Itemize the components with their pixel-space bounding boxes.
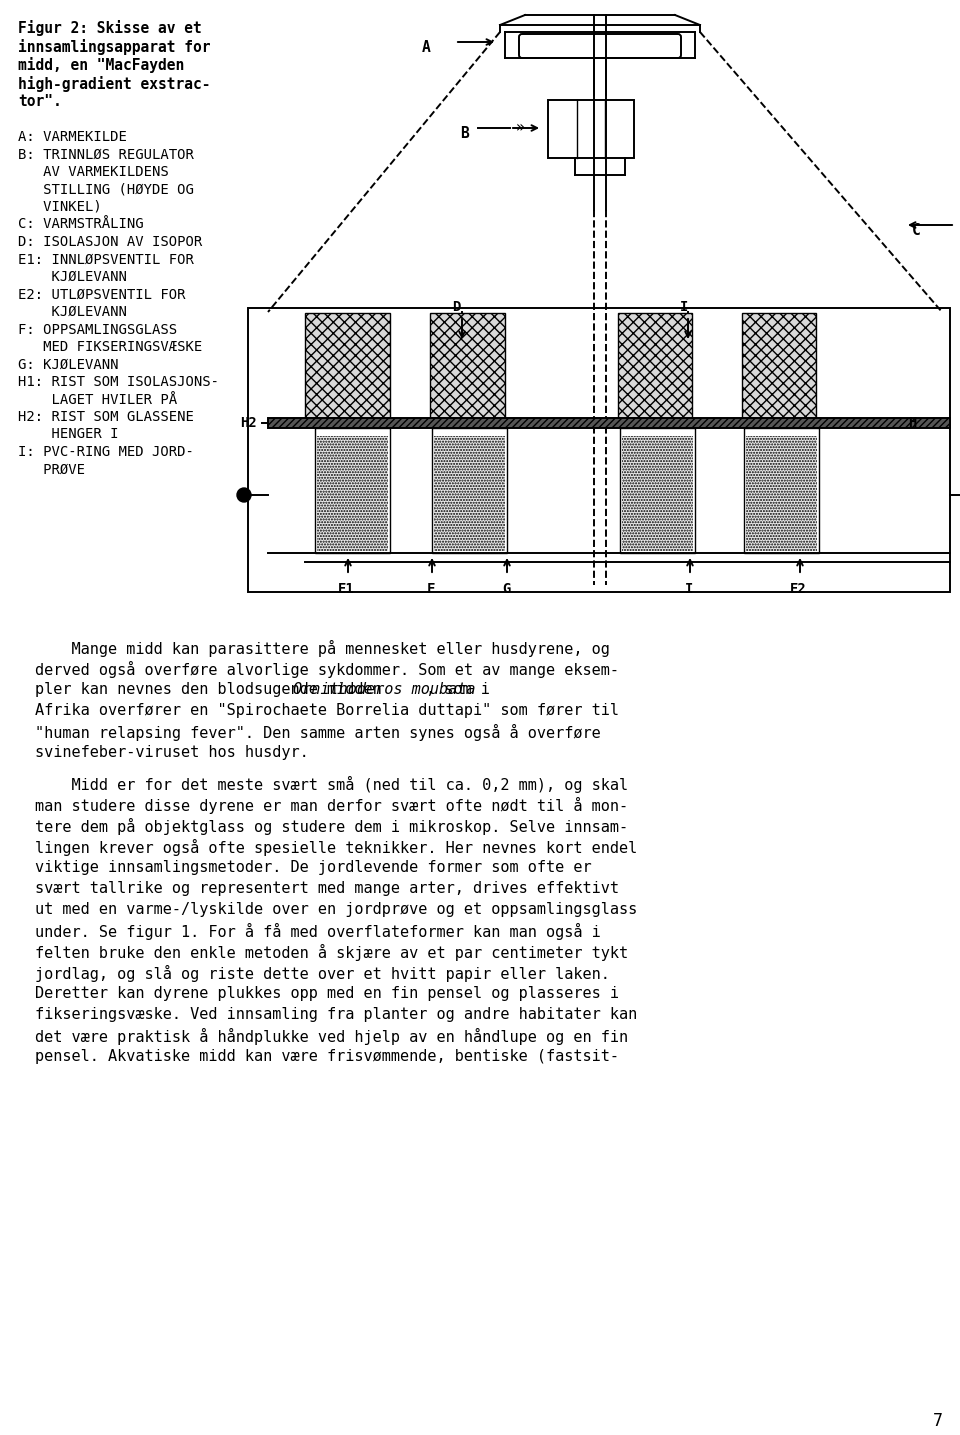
Bar: [746, 436, 817, 551]
Text: I: I: [685, 583, 693, 596]
Text: »: »: [516, 121, 524, 135]
Text: E2: UTLØPSVENTIL FOR: E2: UTLØPSVENTIL FOR: [18, 287, 185, 301]
Text: A: A: [422, 40, 431, 55]
Text: Figur 2: Skisse av et
innsamlingsapparat for
midd, en "MacFayden
high-gradient e: Figur 2: Skisse av et innsamlingsapparat…: [18, 20, 210, 109]
Text: ut med en varme-/lyskilde over en jordprøve og et oppsamlingsglass: ut med en varme-/lyskilde over en jordpr…: [35, 903, 637, 917]
Text: KJØLEVANN: KJØLEVANN: [18, 306, 127, 319]
Bar: [622, 436, 693, 551]
Bar: [430, 313, 505, 418]
Bar: [248, 309, 950, 593]
Text: tere dem på objektglass og studere dem i mikroskop. Selve innsam-: tere dem på objektglass og studere dem i…: [35, 818, 628, 835]
Text: C: VARMSTRÅLING: C: VARMSTRÅLING: [18, 218, 144, 231]
Text: 7: 7: [933, 1412, 943, 1431]
Bar: [618, 313, 692, 418]
Text: I: I: [680, 300, 688, 314]
Text: pler kan nevnes den blodsugende midden: pler kan nevnes den blodsugende midden: [35, 682, 391, 697]
Text: B: TRINNLØS REGULATOR: B: TRINNLØS REGULATOR: [18, 148, 194, 162]
Text: jordlag, og slå og riste dette over et hvitt papir eller laken.: jordlag, og slå og riste dette over et h…: [35, 964, 610, 982]
Text: felten bruke den enkle metoden å skjære av et par centimeter tykt: felten bruke den enkle metoden å skjære …: [35, 944, 628, 961]
Text: A: VARMEKILDE: A: VARMEKILDE: [18, 131, 127, 144]
Text: man studere disse dyrene er man derfor svært ofte nødt til å mon-: man studere disse dyrene er man derfor s…: [35, 796, 628, 814]
Text: E1: INNLØPSVENTIL FOR: E1: INNLØPSVENTIL FOR: [18, 253, 194, 267]
Text: H2: RIST SOM GLASSENE: H2: RIST SOM GLASSENE: [18, 410, 194, 423]
Text: F: OPPSAMLINGSGLASS: F: OPPSAMLINGSGLASS: [18, 323, 178, 336]
Text: derved også overføre alvorlige sykdommer. Som et av mange eksem-: derved også overføre alvorlige sykdommer…: [35, 662, 619, 677]
Text: svært tallrike og representert med mange arter, drives effektivt: svært tallrike og representert med mange…: [35, 881, 619, 895]
Bar: [744, 428, 819, 552]
Text: Midd er for det meste svært små (ned til ca. 0,2 mm), og skal: Midd er for det meste svært små (ned til…: [35, 776, 628, 794]
FancyBboxPatch shape: [519, 34, 681, 57]
Text: B: B: [460, 126, 468, 141]
Text: Afrika overfører en "Spirochaete Borrelia duttapi" som fører til: Afrika overfører en "Spirochaete Borreli…: [35, 703, 619, 718]
Bar: [548, 100, 634, 158]
Text: Ornithoderos moubata: Ornithoderos moubata: [293, 682, 476, 697]
Text: E2: E2: [790, 583, 806, 596]
Text: G: KJØLEVANN: G: KJØLEVANN: [18, 357, 118, 372]
Text: KJØLEVANN: KJØLEVANN: [18, 270, 127, 284]
Text: det være praktisk å håndplukke ved hjelp av en håndlupe og en fin: det være praktisk å håndplukke ved hjelp…: [35, 1027, 628, 1045]
Bar: [305, 313, 390, 418]
Bar: [620, 428, 695, 552]
Text: Deretter kan dyrene plukkes opp med en fin pensel og plasseres i: Deretter kan dyrene plukkes opp med en f…: [35, 986, 619, 1002]
Text: F: F: [427, 583, 436, 596]
Text: "human relapsing fever". Den samme arten synes også å overføre: "human relapsing fever". Den samme arten…: [35, 725, 601, 740]
Bar: [317, 436, 388, 551]
Text: PRØVE: PRØVE: [18, 462, 85, 476]
Text: C: C: [912, 222, 921, 238]
Text: D: ISOLASJON AV ISOPOR: D: ISOLASJON AV ISOPOR: [18, 235, 203, 250]
Text: pensel. Akvatiske midd kan være frisvømmende, bentiske (fastsit-: pensel. Akvatiske midd kan være frisvømm…: [35, 1049, 619, 1063]
Text: AV VARMEKILDENS: AV VARMEKILDENS: [18, 165, 169, 179]
Bar: [742, 313, 816, 418]
Text: H2: H2: [240, 416, 256, 430]
Text: under. Se figur 1. For å få med overflateformer kan man også i: under. Se figur 1. For å få med overflat…: [35, 923, 601, 940]
Text: LAGET HVILER PÅ: LAGET HVILER PÅ: [18, 393, 178, 406]
Text: VINKEL): VINKEL): [18, 199, 102, 214]
Text: MED FIKSERINGSVÆSKE: MED FIKSERINGSVÆSKE: [18, 340, 203, 354]
Bar: [268, 418, 950, 428]
Text: E1: E1: [338, 583, 355, 596]
Bar: [315, 428, 390, 552]
Text: D: D: [452, 300, 461, 314]
Text: H: H: [908, 416, 917, 430]
Text: I: PVC-RING MED JORD-: I: PVC-RING MED JORD-: [18, 445, 194, 459]
Text: H1: RIST SOM ISOLASJONS-: H1: RIST SOM ISOLASJONS-: [18, 375, 219, 389]
Text: svinefeber-viruset hos husdyr.: svinefeber-viruset hos husdyr.: [35, 745, 309, 761]
Bar: [432, 428, 507, 552]
Text: fikseringsvæske. Ved innsamling fra planter og andre habitater kan: fikseringsvæske. Ved innsamling fra plan…: [35, 1007, 637, 1022]
Text: Mange midd kan parasittere på mennesket eller husdyrene, og: Mange midd kan parasittere på mennesket …: [35, 640, 610, 657]
Text: viktige innsamlingsmetoder. De jordlevende former som ofte er: viktige innsamlingsmetoder. De jordleven…: [35, 860, 591, 875]
Text: STILLING (HØYDE OG: STILLING (HØYDE OG: [18, 182, 194, 197]
Text: lingen krever også ofte spesielle teknikker. Her nevnes kort endel: lingen krever også ofte spesielle teknik…: [35, 839, 637, 857]
Text: , som i: , som i: [425, 682, 490, 697]
Text: G: G: [502, 583, 511, 596]
Bar: [434, 436, 505, 551]
Text: HENGER I: HENGER I: [18, 428, 118, 442]
Bar: [268, 418, 950, 428]
Circle shape: [237, 488, 251, 502]
